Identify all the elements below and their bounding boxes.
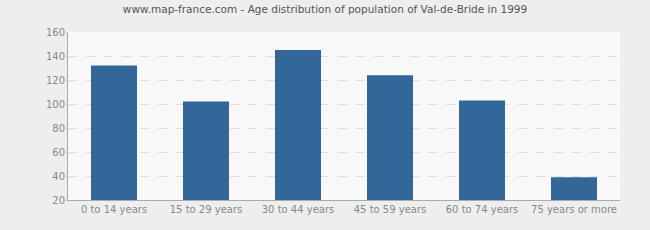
svg-text:160: 160: [46, 27, 65, 38]
svg-text:20: 20: [52, 195, 65, 206]
svg-text:120: 120: [46, 75, 65, 86]
svg-text:140: 140: [46, 51, 65, 62]
svg-text:30 to 44 years: 30 to 44 years: [262, 204, 335, 215]
svg-text:www.map-france.com - Age distr: www.map-france.com - Age distribution of…: [123, 3, 527, 15]
svg-text:40: 40: [52, 171, 65, 182]
svg-text:60 to 74 years: 60 to 74 years: [446, 204, 519, 215]
svg-text:0 to 14 years: 0 to 14 years: [81, 204, 147, 215]
svg-text:60: 60: [52, 147, 65, 158]
svg-text:75 years or more: 75 years or more: [531, 204, 617, 215]
svg-text:80: 80: [52, 123, 65, 134]
svg-text:100: 100: [46, 99, 65, 110]
svg-text:45 to 59 years: 45 to 59 years: [354, 204, 427, 215]
svg-text:15 to 29 years: 15 to 29 years: [170, 204, 243, 215]
